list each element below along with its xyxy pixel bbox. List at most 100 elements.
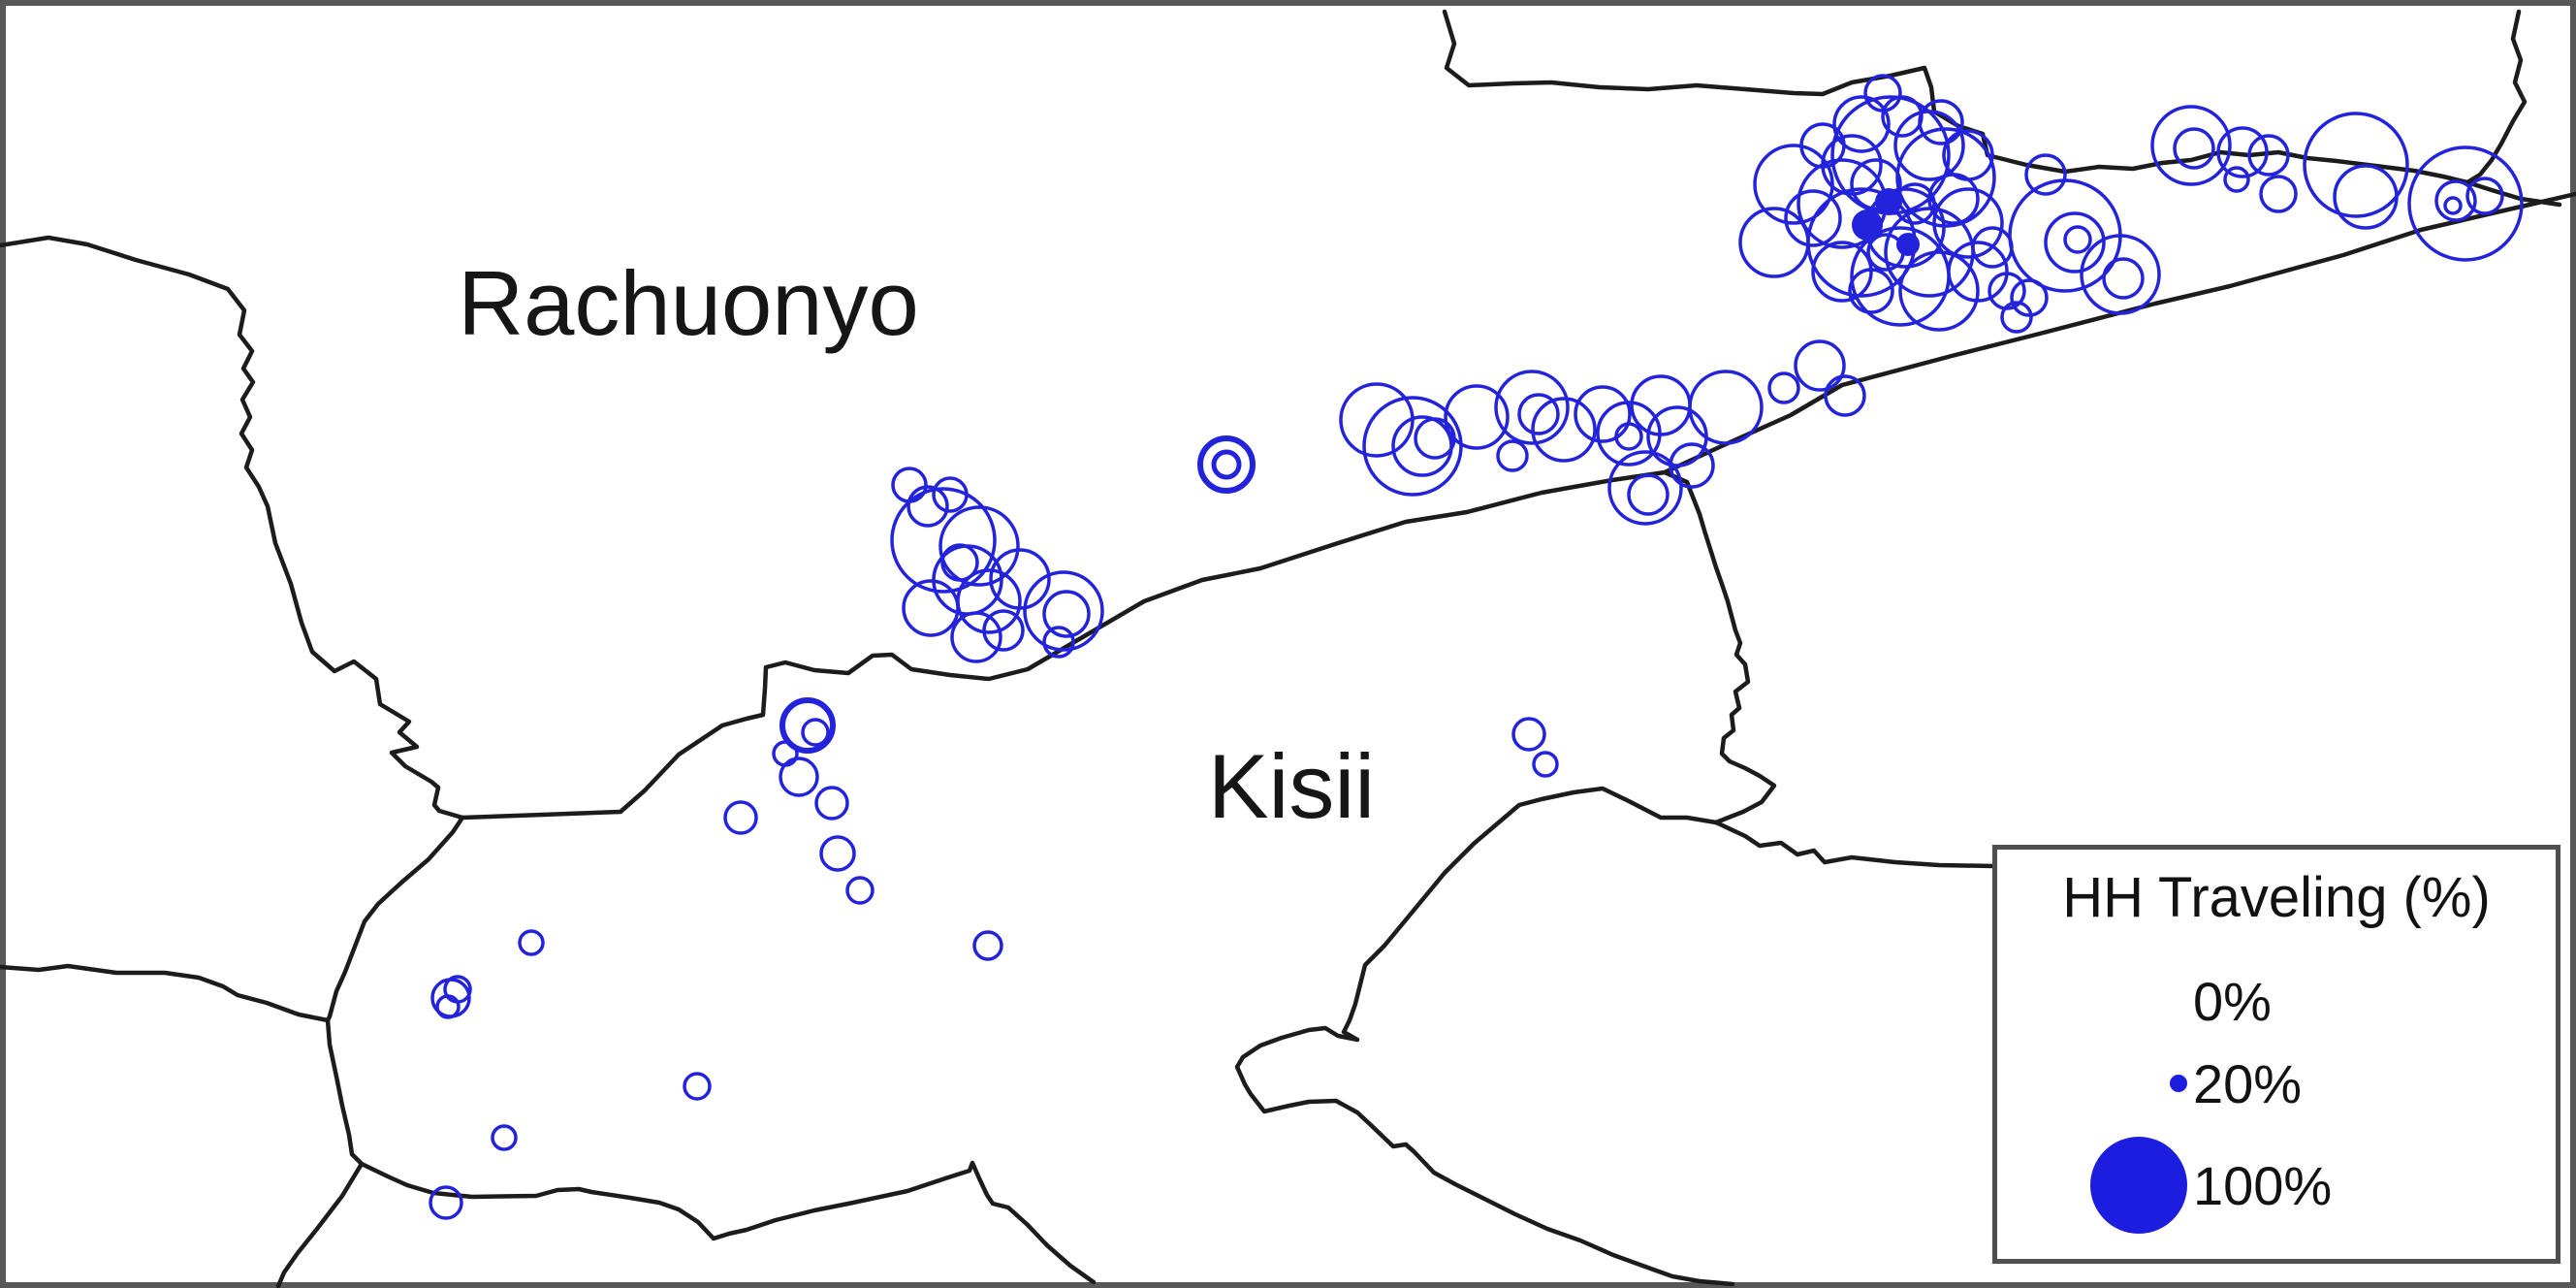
bubble [1832,95,1891,153]
legend-row-100pct: 100% [1997,1128,2556,1242]
legend-label: 20% [2193,1052,2303,1114]
bubble [1688,370,1764,445]
bubble [2443,196,2463,215]
bubble [1042,626,1075,659]
bubble [819,835,856,872]
bubble [1942,129,1994,181]
bubble [435,994,461,1019]
bubble [938,505,1020,587]
bubble [1669,442,1715,489]
bubble [1444,384,1510,450]
bubble [1767,371,1800,404]
bubble [1517,393,1560,435]
boundary-northeast-stub [2465,9,2528,185]
bubble [950,611,1002,663]
bubble [1607,450,1683,526]
bubble [2063,225,2092,254]
bubble [940,543,979,582]
bubble [972,930,1003,961]
boundary-kisii-southeast-border [1234,786,1735,1287]
bubble [1197,435,1256,494]
bubble [2223,166,2250,193]
legend-label: 0% [2193,970,2272,1032]
bubble [2434,179,2477,222]
bubble [1531,397,1597,463]
boundary-kisii-east-border [1662,469,1777,825]
bubble [2150,105,2232,186]
bubble [1784,189,1842,247]
bubble [2259,175,2298,213]
boundary-east-branch-to-legend [1713,820,1997,869]
bubble [2333,164,2399,230]
region-labels: Rachuonyo Kisii [458,252,1375,837]
legend-title: HH Traveling (%) [2062,866,2491,929]
bubble [779,757,819,797]
region-label-kisii: Kisii [1208,735,1375,837]
bubble [1646,405,1708,467]
bubble [801,718,830,747]
bubble [2173,127,2215,170]
boundary-rachuonyo-kisii-border [460,191,2576,821]
bubble [491,1124,518,1151]
bubble [1947,241,2009,303]
bubble [779,697,836,754]
bubble [683,1072,712,1101]
boundary-north-border [1442,9,2562,208]
bubble [2000,301,2033,334]
bubble [1627,473,1670,516]
bubble-layer [429,74,2524,1220]
bubble [814,786,849,821]
bubble [1496,439,1529,472]
legend-row-20pct: 20% [1997,1039,2556,1128]
bubble [932,476,969,513]
bubble [1898,250,1980,332]
bubble [2102,257,2145,300]
bubble [1339,382,1415,458]
legend-box: HH Traveling (%) 0% 20% 100% [1992,845,2560,1264]
bubble [2010,278,2049,317]
bubble [1848,268,1894,314]
bubble [2407,145,2524,262]
bubble [1532,751,1559,778]
bubble [890,487,997,594]
bubble [723,800,758,835]
bubble [1042,590,1091,638]
bubble [1494,370,1570,445]
bubble [2247,134,2290,177]
bubble [1821,134,1883,196]
bubble [902,579,960,637]
bubble [1850,158,1902,210]
bubble [1824,374,1866,417]
bubble [1893,110,1965,181]
bubble [772,740,799,767]
bubble [1614,422,1643,451]
boundary-west-border [0,235,465,821]
boundary-south-west-spur [275,1161,365,1288]
bubble [1574,385,1632,443]
boundary-kisii-south-border [359,1160,1097,1285]
legend-dot-100pct-icon [2090,1137,2187,1234]
bubble [989,548,1051,610]
bubble [1918,99,1964,145]
bubble [1023,570,1104,652]
legend-label: 100% [2193,1154,2333,1216]
legend-row-0pct: 0% [1997,963,2556,1039]
bubble [2080,234,2161,315]
bubble [1414,417,1456,460]
bubble [1511,717,1546,752]
bubble [906,485,949,528]
bubble [956,568,1022,634]
bubble [1362,396,1463,497]
legend-dot-20pct-icon [2170,1075,2187,1092]
boundary-junction-southwest [325,815,465,1167]
bubble [982,609,1025,652]
bubble [2024,153,2067,196]
bubble [2044,211,2106,274]
bubble-filled [1896,233,1920,256]
bubble [1794,339,1846,392]
bubble [1863,74,1902,113]
bubble [845,876,875,905]
